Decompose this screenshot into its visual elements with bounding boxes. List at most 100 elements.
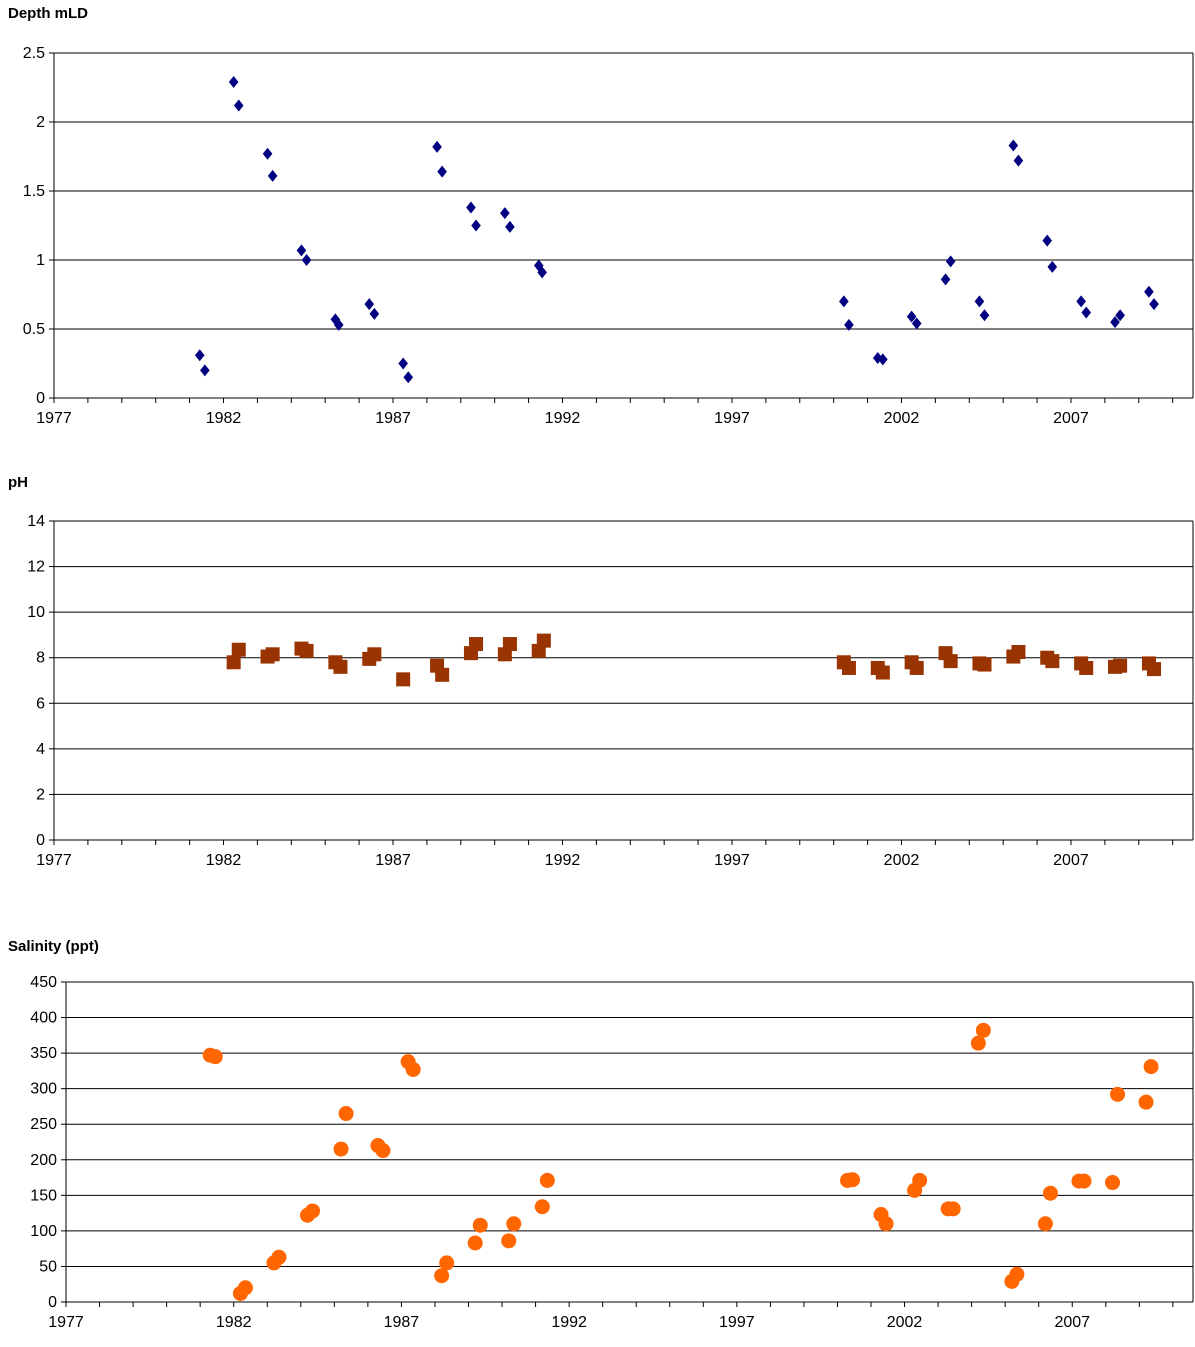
depth-data-point — [1076, 295, 1086, 308]
salinity-data-point — [375, 1143, 391, 1159]
salinity-x-tick-label: 1977 — [48, 1314, 84, 1331]
ph-data-point — [1113, 658, 1128, 673]
ph-x-tick-label: 1992 — [545, 852, 581, 869]
depth-data-point — [1008, 139, 1019, 152]
ph-data-point — [977, 657, 992, 672]
salinity-y-tick-label: 0 — [48, 1294, 57, 1311]
depth-data-point — [398, 357, 408, 370]
depth-data-point — [1047, 260, 1058, 273]
depth-y-tick-label: 2 — [36, 114, 45, 131]
depth-x-tick-label: 1982 — [206, 410, 242, 427]
salinity-data-point — [506, 1216, 522, 1232]
depth-data-point — [844, 318, 854, 331]
depth-data-point — [296, 244, 307, 257]
salinity-y-tick-label: 200 — [30, 1152, 57, 1169]
ph-y-tick-label: 4 — [36, 741, 45, 758]
depth-y-tick-label: 1 — [36, 252, 45, 269]
depth-data-point — [466, 201, 476, 214]
salinity-y-tick-label: 100 — [30, 1223, 57, 1240]
depth-data-point — [500, 207, 510, 220]
ph-data-point — [943, 654, 958, 669]
depth-data-point — [200, 364, 210, 377]
depth-panel: Depth mLD 0 0.5 1 1.5 2 2.5 1977 1982 1987 1992 19… — [0, 0, 1195, 445]
ph-x-tick-label: 1982 — [206, 852, 242, 869]
salinity-y-tick-label: 350 — [30, 1045, 57, 1062]
salinity-data-point — [970, 1035, 986, 1051]
depth-data-point — [945, 255, 956, 268]
ph-data-point — [536, 633, 551, 648]
depth-data-point — [505, 220, 515, 233]
salinity-x-tick-label: 1997 — [719, 1314, 755, 1331]
depth-x-tick-label: 1987 — [375, 410, 411, 427]
ph-y-tick-label: 10 — [27, 604, 45, 621]
salinity-data-point — [207, 1049, 223, 1065]
depth-data-point — [1115, 309, 1125, 322]
depth-chart: 0 0.5 1 1.5 2 2.5 1977 1982 1987 1992 1997 2002 2007 — [23, 45, 1194, 427]
depth-data-point — [537, 266, 547, 279]
depth-y-tick-label: 0.5 — [23, 321, 45, 338]
ph-data-point — [502, 637, 517, 652]
depth-data-point — [940, 273, 951, 286]
salinity-data-point — [434, 1268, 450, 1284]
salinity-data-point — [405, 1061, 421, 1077]
depth-y-tick-label: 2.5 — [23, 45, 45, 62]
salinity-y-tick-label: 400 — [30, 1010, 57, 1027]
ph-y-tick-label: 12 — [27, 559, 45, 576]
salinity-data-point — [338, 1106, 354, 1122]
ph-y-tick-label: 6 — [36, 695, 45, 712]
depth-data-point — [878, 353, 888, 366]
depth-data-point — [233, 99, 244, 112]
salinity-data-point — [305, 1203, 321, 1219]
depth-data-point — [906, 310, 917, 323]
depth-x-tick-label: 1997 — [714, 410, 750, 427]
ph-data-point — [1011, 645, 1026, 660]
depth-x-tick-label: 1992 — [545, 410, 581, 427]
salinity-data-point — [1143, 1059, 1159, 1075]
depth-y-tick-label: 0 — [36, 390, 45, 407]
salinity-data-point — [1042, 1185, 1058, 1201]
ph-y-tick-label: 8 — [36, 650, 45, 667]
salinity-data-point — [1037, 1216, 1053, 1232]
salinity-y-tick-label: 50 — [39, 1258, 57, 1275]
ph-data-point — [226, 655, 241, 670]
ph-x-tick-label: 1997 — [714, 852, 750, 869]
depth-data-point — [1144, 285, 1154, 298]
depth-data-point — [432, 140, 442, 153]
depth-data-point — [301, 254, 312, 266]
depth-y-tick-label: 1.5 — [23, 183, 45, 200]
ph-x-tick-label: 1977 — [36, 852, 72, 869]
salinity-data-point — [1110, 1086, 1126, 1102]
ph-y-tick-label: 2 — [36, 786, 45, 803]
depth-data-point — [1081, 306, 1092, 319]
depth-data-point — [911, 317, 922, 330]
ph-chart-title: pH — [8, 474, 28, 491]
salinity-data-point — [237, 1280, 253, 1296]
salinity-x-tick-label: 2002 — [887, 1314, 923, 1331]
salinity-data-point — [501, 1233, 517, 1249]
depth-data-point — [1149, 298, 1159, 311]
depth-x-tick-label: 1977 — [36, 410, 72, 427]
ph-y-tick-label: 14 — [27, 513, 45, 530]
depth-data-point — [1042, 234, 1053, 247]
salinity-data-point — [467, 1235, 483, 1251]
depth-chart-title: Depth mLD — [8, 5, 88, 22]
ph-panel: pH 0 2 4 6 8 10 12 14 1977 1982 1987 1992 1997 2002 20… — [8, 474, 1194, 869]
depth-data-point — [330, 313, 341, 326]
salinity-data-point — [912, 1172, 928, 1188]
salinity-data-point — [878, 1216, 894, 1232]
depth-x-tick-label: 2002 — [884, 410, 920, 427]
depth-data-point — [267, 169, 278, 182]
salinity-data-point — [975, 1022, 991, 1038]
salinity-data-point — [945, 1201, 961, 1217]
ph-data-point — [875, 665, 890, 680]
depth-x-tick-label: 2007 — [1053, 410, 1089, 427]
salinity-x-tick-label: 1992 — [551, 1314, 587, 1331]
depth-data-point — [403, 371, 414, 384]
salinity-x-tick-label: 1987 — [384, 1314, 420, 1331]
ph-data-point — [231, 642, 246, 657]
salinity-x-tick-label: 2007 — [1054, 1314, 1090, 1331]
depth-data-point — [839, 295, 849, 308]
salinity-y-tick-label: 250 — [30, 1116, 57, 1133]
salinity-data-point — [333, 1141, 349, 1157]
